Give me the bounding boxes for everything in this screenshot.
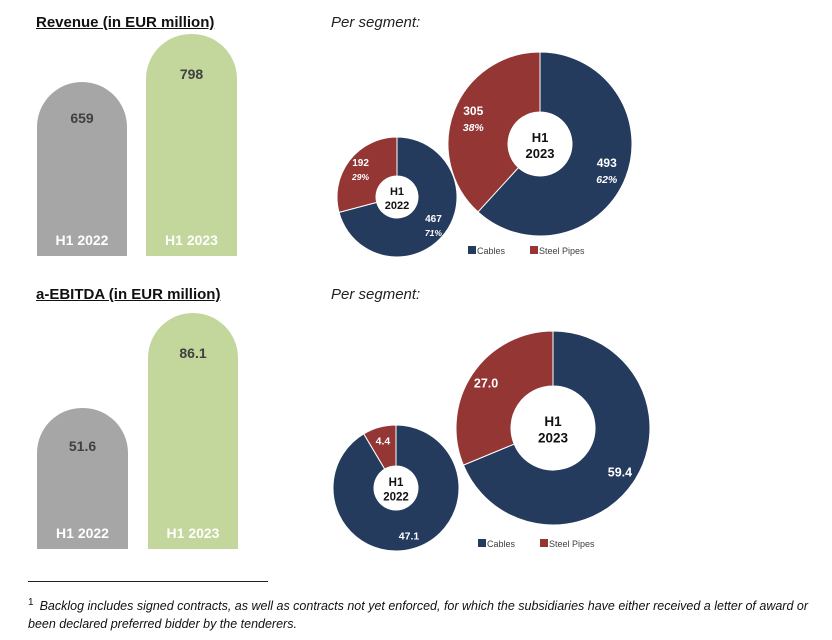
footnote-text: Backlog includes signed contracts, as we… bbox=[28, 599, 809, 632]
revenue-title: Revenue (in EUR million) bbox=[36, 14, 215, 31]
ebitda-segment-subtitle: Per segment: bbox=[331, 286, 421, 303]
legend-label-steel-pipes: Steel Pipes bbox=[539, 246, 585, 256]
revenue-segment-subtitle: Per segment: bbox=[331, 14, 421, 31]
bar-revenue-h1-2022: 659 H1 2022 bbox=[37, 82, 127, 256]
donut-value-label: 47.1 bbox=[399, 530, 420, 542]
legend-swatch-steel-pipes bbox=[530, 246, 538, 254]
donut-center bbox=[508, 112, 572, 176]
legend-label-steel-pipes: Steel Pipes bbox=[549, 539, 595, 549]
donut-value-label: 467 bbox=[425, 214, 442, 225]
donut-percent-label: 38% bbox=[463, 122, 485, 134]
legend-swatch-cables bbox=[468, 246, 476, 254]
donut-value-label: 4.4 bbox=[376, 436, 391, 448]
donut-center-label: H1 bbox=[544, 414, 562, 429]
bar-value-label: 86.1 bbox=[179, 345, 207, 361]
donut-value-label: 305 bbox=[463, 104, 483, 118]
donut-center bbox=[511, 386, 595, 470]
bar-value-label: 659 bbox=[70, 110, 94, 126]
donut-center-label: 2023 bbox=[538, 431, 569, 446]
donut-center-label: 2022 bbox=[383, 492, 409, 504]
footnote: 1 Backlog includes signed contracts, as w… bbox=[28, 594, 828, 633]
bar-category-label: H1 2022 bbox=[56, 525, 109, 541]
bar-revenue-h1-2023: 798 H1 2023 bbox=[146, 34, 237, 256]
bar-category-label: H1 2022 bbox=[55, 232, 109, 248]
donut-percent-label: 71% bbox=[425, 228, 442, 238]
footnote-divider bbox=[28, 581, 268, 582]
donut-percent-label: 29% bbox=[351, 172, 369, 182]
legend-swatch-steel-pipes bbox=[540, 539, 548, 547]
legend-swatch-cables bbox=[478, 539, 486, 547]
donut-center-label: 2023 bbox=[526, 146, 555, 161]
bar-category-label: H1 2023 bbox=[166, 525, 220, 541]
legend-label-cables: Cables bbox=[487, 539, 516, 549]
ebitda-title: a-EBITDA (in EUR million) bbox=[36, 286, 221, 303]
donut-center-label: 2022 bbox=[385, 200, 409, 212]
donut-center bbox=[376, 176, 418, 218]
donut-center-label: H1 bbox=[389, 477, 404, 489]
donut-center bbox=[374, 466, 418, 510]
bar-value-label: 51.6 bbox=[68, 438, 97, 454]
donut-slice-cables bbox=[477, 51, 633, 237]
donut-center-label: H1 bbox=[390, 186, 404, 198]
donut-percent-label: 62% bbox=[596, 174, 618, 186]
donut-value-label: 493 bbox=[597, 156, 617, 170]
donut-value-label: 59.4 bbox=[608, 466, 632, 480]
bar-value-label: 798 bbox=[179, 66, 204, 82]
bar-ebitda-h1-2022: 51.6 H1 2022 bbox=[37, 408, 128, 549]
footnote-marker: 1 bbox=[28, 597, 34, 608]
bar-category-label: H1 2023 bbox=[165, 232, 218, 248]
bar-ebitda-h1-2023: 86.1 H1 2023 bbox=[148, 313, 238, 549]
legend-label-cables: Cables bbox=[477, 246, 506, 256]
donut-value-label: 192 bbox=[352, 158, 369, 169]
donut-value-label: 27.0 bbox=[474, 376, 498, 390]
donut-center-label: H1 bbox=[532, 130, 549, 145]
